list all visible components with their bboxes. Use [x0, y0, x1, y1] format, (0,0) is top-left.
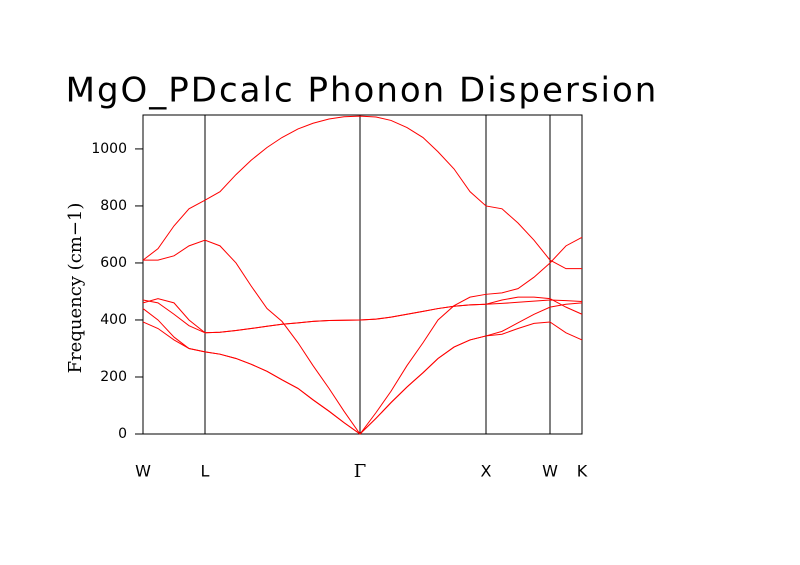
x-tick-label: W [135, 462, 151, 481]
dispersion-branch [142, 299, 583, 334]
x-tick-label: K [577, 462, 588, 481]
y-tick-label: 600 [100, 255, 127, 271]
x-tick-label: X [481, 462, 492, 481]
y-tick-label: 0 [118, 426, 127, 442]
x-tick-label: W [542, 462, 558, 481]
y-axis-label: Frequency (cm−1) [65, 203, 86, 374]
dispersion-branch [142, 302, 583, 435]
dispersion-branch [142, 321, 583, 435]
x-tick-label: L [201, 462, 210, 481]
dispersion-branch [143, 236, 583, 435]
y-tick-label: 200 [100, 369, 127, 385]
y-tick-label: 800 [100, 198, 127, 214]
plot-frame [142, 114, 583, 435]
dispersion-branch [142, 296, 583, 334]
y-tick-label: 400 [100, 312, 127, 328]
y-tick-label: 1000 [91, 141, 127, 157]
dispersion-branch [142, 115, 582, 270]
x-tick-label: Γ [354, 461, 367, 482]
chart-title: MgO_PDcalc Phonon Dispersion [66, 71, 659, 111]
